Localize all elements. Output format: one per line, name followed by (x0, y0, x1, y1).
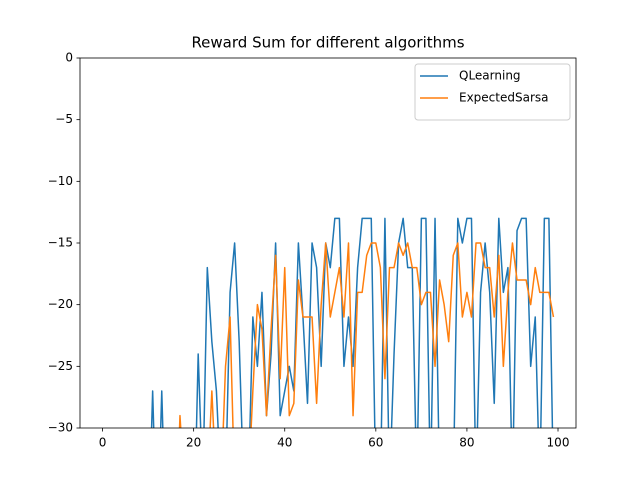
x-tick-label: 80 (459, 436, 474, 450)
series-line (178, 242, 555, 428)
y-tick-label: −25 (48, 359, 73, 373)
y-tick-label: −20 (48, 297, 73, 311)
x-tick-label: 60 (368, 436, 383, 450)
x-tick-label: 20 (186, 436, 201, 450)
series-line (150, 217, 554, 428)
chart-title: Reward Sum for different algorithms (191, 34, 464, 52)
y-tick-label: −10 (48, 174, 73, 188)
y-tick-label: −5 (55, 112, 73, 126)
plot-lines (150, 217, 555, 428)
legend-label: ExpectedSarsa (459, 91, 549, 105)
x-tick-label: 0 (99, 436, 107, 450)
legend-box (414, 63, 571, 121)
x-tick-label: 40 (277, 436, 292, 450)
x-tick-label: 100 (547, 436, 570, 450)
y-tick-label: −30 (48, 421, 73, 435)
y-tick-label: 0 (65, 51, 73, 65)
legend-label: QLearning (459, 69, 521, 83)
y-tick-label: −15 (48, 236, 73, 250)
